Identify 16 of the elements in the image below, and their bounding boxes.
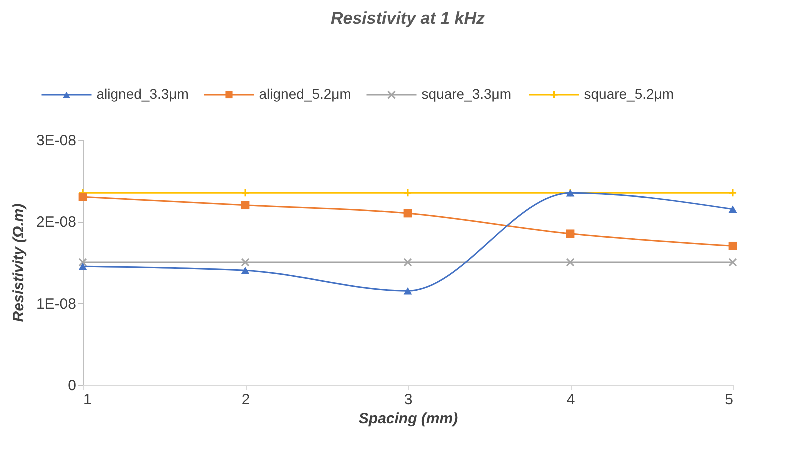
legend-label: square_5.2μm	[584, 86, 674, 102]
y-axis-title: Resistivity (Ω.m)	[10, 204, 28, 322]
y-tick-label: 3E-08	[36, 132, 76, 150]
x-tick-label: 2	[242, 392, 250, 408]
chart-title: Resistivity at 1 kHz	[330, 9, 486, 28]
x-tick-label: 3	[404, 392, 413, 408]
legend-label: aligned_3.3μm	[96, 86, 189, 102]
legend-label: square_3.3μm	[422, 86, 512, 102]
y-tick-label: 1E-08	[36, 296, 76, 313]
y-tick-label: 2E-08	[36, 214, 76, 232]
x-axis-title: Spacing (mm)	[358, 410, 458, 428]
y-tick-label: 0	[68, 378, 76, 394]
x-tick-label: 4	[566, 392, 576, 408]
x-tick-label: 5	[725, 392, 734, 408]
legend-label: aligned_5.2μm	[259, 86, 352, 102]
x-tick-label: 1	[84, 392, 92, 408]
